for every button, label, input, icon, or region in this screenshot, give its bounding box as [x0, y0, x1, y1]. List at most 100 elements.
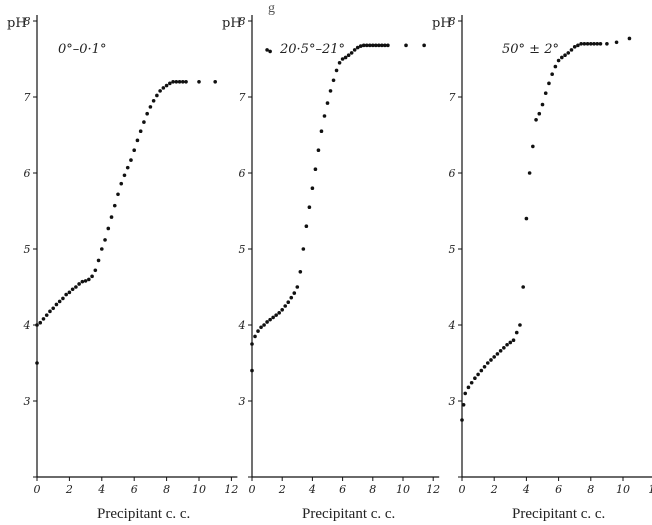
data-point — [352, 48, 357, 52]
data-point — [132, 148, 136, 152]
data-point — [521, 285, 525, 289]
data-point — [265, 48, 269, 52]
x-tick-label: 12 — [224, 483, 238, 496]
y-tick-label: 8 — [449, 15, 456, 28]
data-point — [274, 313, 278, 317]
data-point — [476, 372, 480, 377]
y-axis-label: pH — [222, 16, 242, 31]
y-tick-label: 5 — [239, 243, 246, 256]
data-point — [492, 355, 497, 359]
x-tick-label: 12 — [648, 483, 652, 496]
data-point — [585, 42, 590, 46]
y-tick-label: 8 — [24, 15, 31, 28]
y-tick-label: 8 — [239, 15, 246, 28]
data-point — [489, 358, 493, 362]
data-point — [328, 89, 333, 93]
data-point — [289, 295, 294, 300]
data-point — [119, 181, 124, 186]
data-point — [41, 317, 46, 321]
data-point — [106, 226, 111, 231]
data-point — [35, 323, 39, 327]
data-point — [595, 42, 600, 46]
data-point — [518, 323, 522, 327]
data-point — [511, 338, 516, 343]
x-tick-label: 8 — [587, 483, 594, 496]
data-point — [364, 43, 369, 48]
data-point — [383, 43, 387, 48]
data-point — [313, 167, 318, 171]
data-point — [469, 380, 474, 385]
data-point — [64, 292, 68, 297]
x-axis-label: Precipitant c. c. — [97, 506, 190, 522]
y-tick-label: 3 — [24, 395, 31, 408]
data-point — [340, 57, 345, 61]
x-tick-label: 6 — [131, 483, 138, 496]
data-point — [498, 349, 503, 353]
data-point — [268, 317, 272, 322]
data-point — [343, 55, 348, 60]
data-point — [386, 43, 390, 48]
data-point — [605, 42, 609, 46]
data-point — [38, 320, 43, 325]
data-point — [524, 216, 529, 221]
data-point — [482, 365, 487, 369]
data-point — [334, 68, 339, 73]
panel-3: 3456789024681012pH50° ± 2°Precipitant c.… — [432, 15, 652, 522]
data-point — [331, 78, 336, 83]
data-point — [319, 129, 324, 133]
data-point — [349, 51, 354, 55]
data-point — [367, 43, 372, 48]
data-point — [103, 238, 107, 242]
data-point — [265, 320, 269, 324]
data-point — [589, 42, 593, 46]
data-point — [514, 330, 519, 335]
x-tick-label: 4 — [97, 483, 105, 496]
data-point — [563, 53, 567, 57]
panel-title: 20·5°–21° — [279, 42, 345, 57]
data-point — [197, 80, 201, 84]
data-point — [485, 361, 490, 365]
data-point — [325, 101, 330, 105]
data-point — [627, 36, 632, 41]
data-point — [277, 311, 281, 315]
data-point — [355, 45, 360, 50]
data-point — [543, 91, 548, 95]
data-point — [461, 403, 466, 407]
y-tick-label: 5 — [449, 243, 456, 256]
data-point — [61, 296, 65, 301]
x-axis-label: Precipitant c. c. — [302, 506, 395, 522]
data-point — [174, 80, 179, 84]
x-tick-label: 10 — [616, 483, 630, 496]
data-point — [253, 334, 257, 339]
data-point — [112, 203, 117, 208]
data-point — [579, 42, 583, 46]
data-point — [582, 42, 587, 46]
x-tick-label: 6 — [555, 483, 562, 496]
data-point — [463, 391, 468, 396]
data-point — [316, 148, 321, 152]
data-point — [181, 80, 185, 84]
x-tick-label: 10 — [192, 483, 206, 496]
panel-1: 3456789024681012pH0°–0·1°Precipitant c. … — [7, 15, 238, 522]
data-point — [80, 279, 85, 284]
data-point — [374, 43, 378, 48]
data-point — [213, 80, 217, 84]
data-point — [422, 43, 426, 48]
data-point — [371, 43, 375, 48]
data-point — [138, 129, 143, 133]
data-point — [250, 368, 254, 373]
chart-panels: 3456789024681012pH0°–0·1°Precipitant c. … — [7, 15, 652, 522]
data-point — [116, 192, 120, 197]
data-point — [100, 247, 104, 251]
data-point — [262, 323, 266, 327]
data-point — [44, 313, 49, 317]
y-tick-label: 6 — [239, 167, 246, 180]
data-point — [361, 43, 366, 48]
data-point — [566, 51, 571, 55]
y-tick-label: 3 — [449, 395, 456, 408]
data-point — [96, 258, 101, 263]
data-point — [460, 418, 464, 422]
data-point — [286, 300, 291, 305]
x-axis-label: Precipitant c. c. — [512, 506, 605, 522]
